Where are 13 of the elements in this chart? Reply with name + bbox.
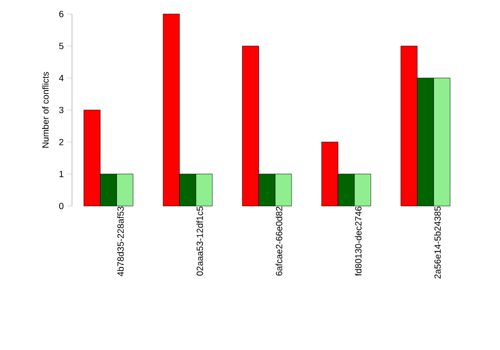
y-tick-label: 5 [59, 42, 64, 50]
y-tick-label: 6 [59, 10, 64, 18]
y-tick-label: 0 [59, 202, 64, 210]
y-tick-label: 1 [60, 170, 64, 178]
y-tick-label: 4 [59, 74, 64, 82]
y-axis-title: Number of conflicts [42, 72, 49, 148]
x-tick-label: 6afcae2-66e0d82 [276, 206, 282, 276]
y-tick-label: 2 [59, 138, 64, 146]
x-tick-label: 02aaa53-12df1c5 [196, 206, 204, 276]
x-tick-label: 2a56e14-5b24385 [434, 206, 441, 279]
x-tick-label: fd80130-dec2746 [354, 206, 362, 276]
y-tick-label: 3 [59, 106, 64, 114]
x-tick-label: 4b78d35-228af53 [117, 206, 124, 276]
